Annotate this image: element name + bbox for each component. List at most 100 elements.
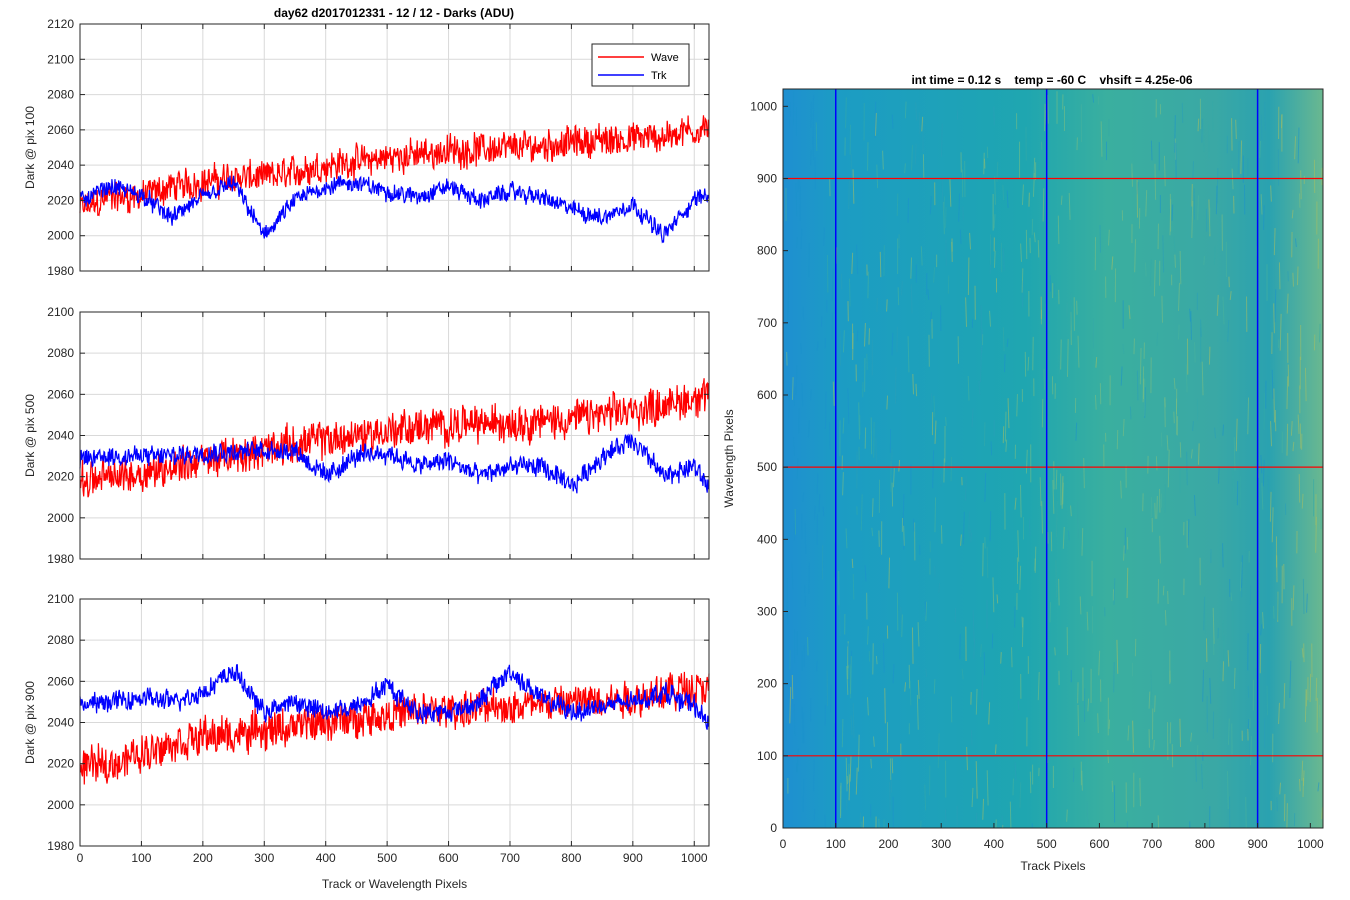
series-line-trk xyxy=(79,664,710,730)
heatmap-streak xyxy=(901,614,903,638)
heatmap-streak xyxy=(902,494,905,528)
heatmap-streak xyxy=(874,101,877,138)
heatmap-streak xyxy=(945,809,947,828)
heatmap-streak xyxy=(925,601,928,622)
heatmap-streak xyxy=(1162,585,1165,596)
heatmap-streak xyxy=(925,668,928,677)
heatmap-streak xyxy=(860,494,863,531)
heatmap-streak xyxy=(1301,493,1304,509)
heatmap-streak xyxy=(1092,94,1095,103)
heatmap-streak xyxy=(1269,491,1272,522)
heatmap-streak xyxy=(891,114,894,129)
heatmap-streak xyxy=(1126,821,1129,828)
heatmap-streak xyxy=(1070,505,1072,517)
heatmap-streak xyxy=(975,812,978,824)
heatmap-streak xyxy=(960,534,962,546)
heatmap-streak xyxy=(1292,585,1295,611)
heatmap-streak xyxy=(982,798,985,820)
heatmap-streak xyxy=(1294,238,1297,248)
heatmap-streak xyxy=(864,322,866,347)
heatmap-streak xyxy=(1153,740,1155,751)
ticks-1: 1980 2000 2020 2040 2060 2080 2100 2120 xyxy=(47,17,709,278)
heatmap-streak xyxy=(1004,354,1006,373)
heatmap-streak xyxy=(1262,459,1265,487)
heatmap-streak xyxy=(1278,262,1281,290)
heatmap-streak xyxy=(892,664,895,684)
heatmap-streak xyxy=(1273,388,1276,423)
heatmap-streak xyxy=(1161,295,1163,323)
heatmap-streak xyxy=(1067,339,1069,377)
heatmap-streak xyxy=(1260,114,1263,141)
heatmap-streak xyxy=(1178,282,1180,311)
heatmap-streak xyxy=(1037,672,1040,701)
line-chart-pix-900: 0 100 200 300 400 500 600 700 800 900 1000 1980 2000… xyxy=(23,592,710,891)
heatmap-streak xyxy=(847,643,850,666)
heatmap-streak xyxy=(1055,560,1058,598)
heatmap-y-tick-label: 400 xyxy=(757,532,777,546)
heatmap-streak xyxy=(984,472,987,502)
heatmap-streak xyxy=(917,679,920,699)
heatmap-streak xyxy=(818,493,821,512)
heatmap-streak xyxy=(815,122,818,151)
heatmap-streak xyxy=(921,116,924,132)
heatmap-streak xyxy=(1055,469,1058,490)
x-tick-label: 1000 xyxy=(681,851,708,865)
heatmap-streak xyxy=(1097,713,1099,734)
heatmap-streak xyxy=(1273,228,1276,256)
heatmap-streak xyxy=(907,336,910,373)
heatmap-streak xyxy=(917,622,920,647)
heatmap-streak xyxy=(1017,700,1020,711)
heatmap-streak xyxy=(1301,760,1304,781)
heatmap-streak xyxy=(1021,617,1024,648)
heatmap-streak xyxy=(800,228,803,249)
y-tick-label: 2040 xyxy=(47,429,74,443)
heatmap-streak xyxy=(1192,161,1195,180)
series-line-trk xyxy=(79,433,710,494)
heatmap-streak xyxy=(1014,497,1017,510)
heatmap-streak xyxy=(1174,115,1176,153)
heatmap-streak xyxy=(1077,704,1080,737)
heatmap-streak xyxy=(966,747,968,771)
heatmap-streak xyxy=(918,112,921,134)
heatmap-streak xyxy=(904,101,907,119)
heatmap-streak xyxy=(1134,239,1136,273)
heatmap-streak xyxy=(1159,535,1161,564)
heatmap-streak xyxy=(808,562,810,595)
heatmap-streak xyxy=(1004,411,1007,442)
heatmap-x-tick-label: 400 xyxy=(984,837,1004,851)
heatmap-streak xyxy=(859,812,862,825)
heatmap-streak xyxy=(1222,424,1225,436)
y-tick-label: 2020 xyxy=(47,193,74,207)
heatmap-streak xyxy=(1245,797,1247,828)
heatmap-streak xyxy=(1156,332,1159,346)
heatmap-streak xyxy=(1094,394,1097,410)
heatmap-streak xyxy=(972,610,975,642)
heatmap-x-axis-label: Track Pixels xyxy=(1021,859,1086,873)
heatmap-streak xyxy=(1289,660,1292,698)
heatmap-streak xyxy=(1222,296,1225,325)
heatmap-streak xyxy=(1116,639,1119,674)
heatmap-streak xyxy=(884,688,886,724)
heatmap-streak xyxy=(1039,477,1042,507)
heatmap-streak xyxy=(812,94,815,110)
heatmap-ticks: 0 100 200 300 400 500 600 700 800 900 1000 0 100 200 3… xyxy=(750,99,1324,851)
heatmap-streak xyxy=(986,770,989,806)
heatmap-streak xyxy=(1154,695,1156,713)
heatmap-streak xyxy=(914,143,917,165)
heatmap-streak xyxy=(938,582,941,593)
heatmap-streak xyxy=(1044,103,1046,132)
y-tick-label: 2060 xyxy=(47,123,74,137)
heatmap-streak xyxy=(851,252,854,274)
heatmap-streak xyxy=(876,297,878,312)
heatmap-x-tick-label: 500 xyxy=(1037,837,1057,851)
heatmap-streak xyxy=(847,763,850,784)
heatmap-streak xyxy=(1317,782,1320,792)
heatmap-streak xyxy=(874,113,877,136)
heatmap-streak xyxy=(867,626,869,645)
heatmap-streak xyxy=(1195,754,1197,782)
y-axis-label-3: Dark @ pix 900 xyxy=(23,681,37,764)
heatmap-streak xyxy=(980,346,982,383)
heatmap-streak xyxy=(845,97,847,129)
heatmap-chart: int time = 0.12 s temp = -60 C vhsift = … xyxy=(722,73,1324,873)
heatmap-streak xyxy=(1227,650,1230,667)
